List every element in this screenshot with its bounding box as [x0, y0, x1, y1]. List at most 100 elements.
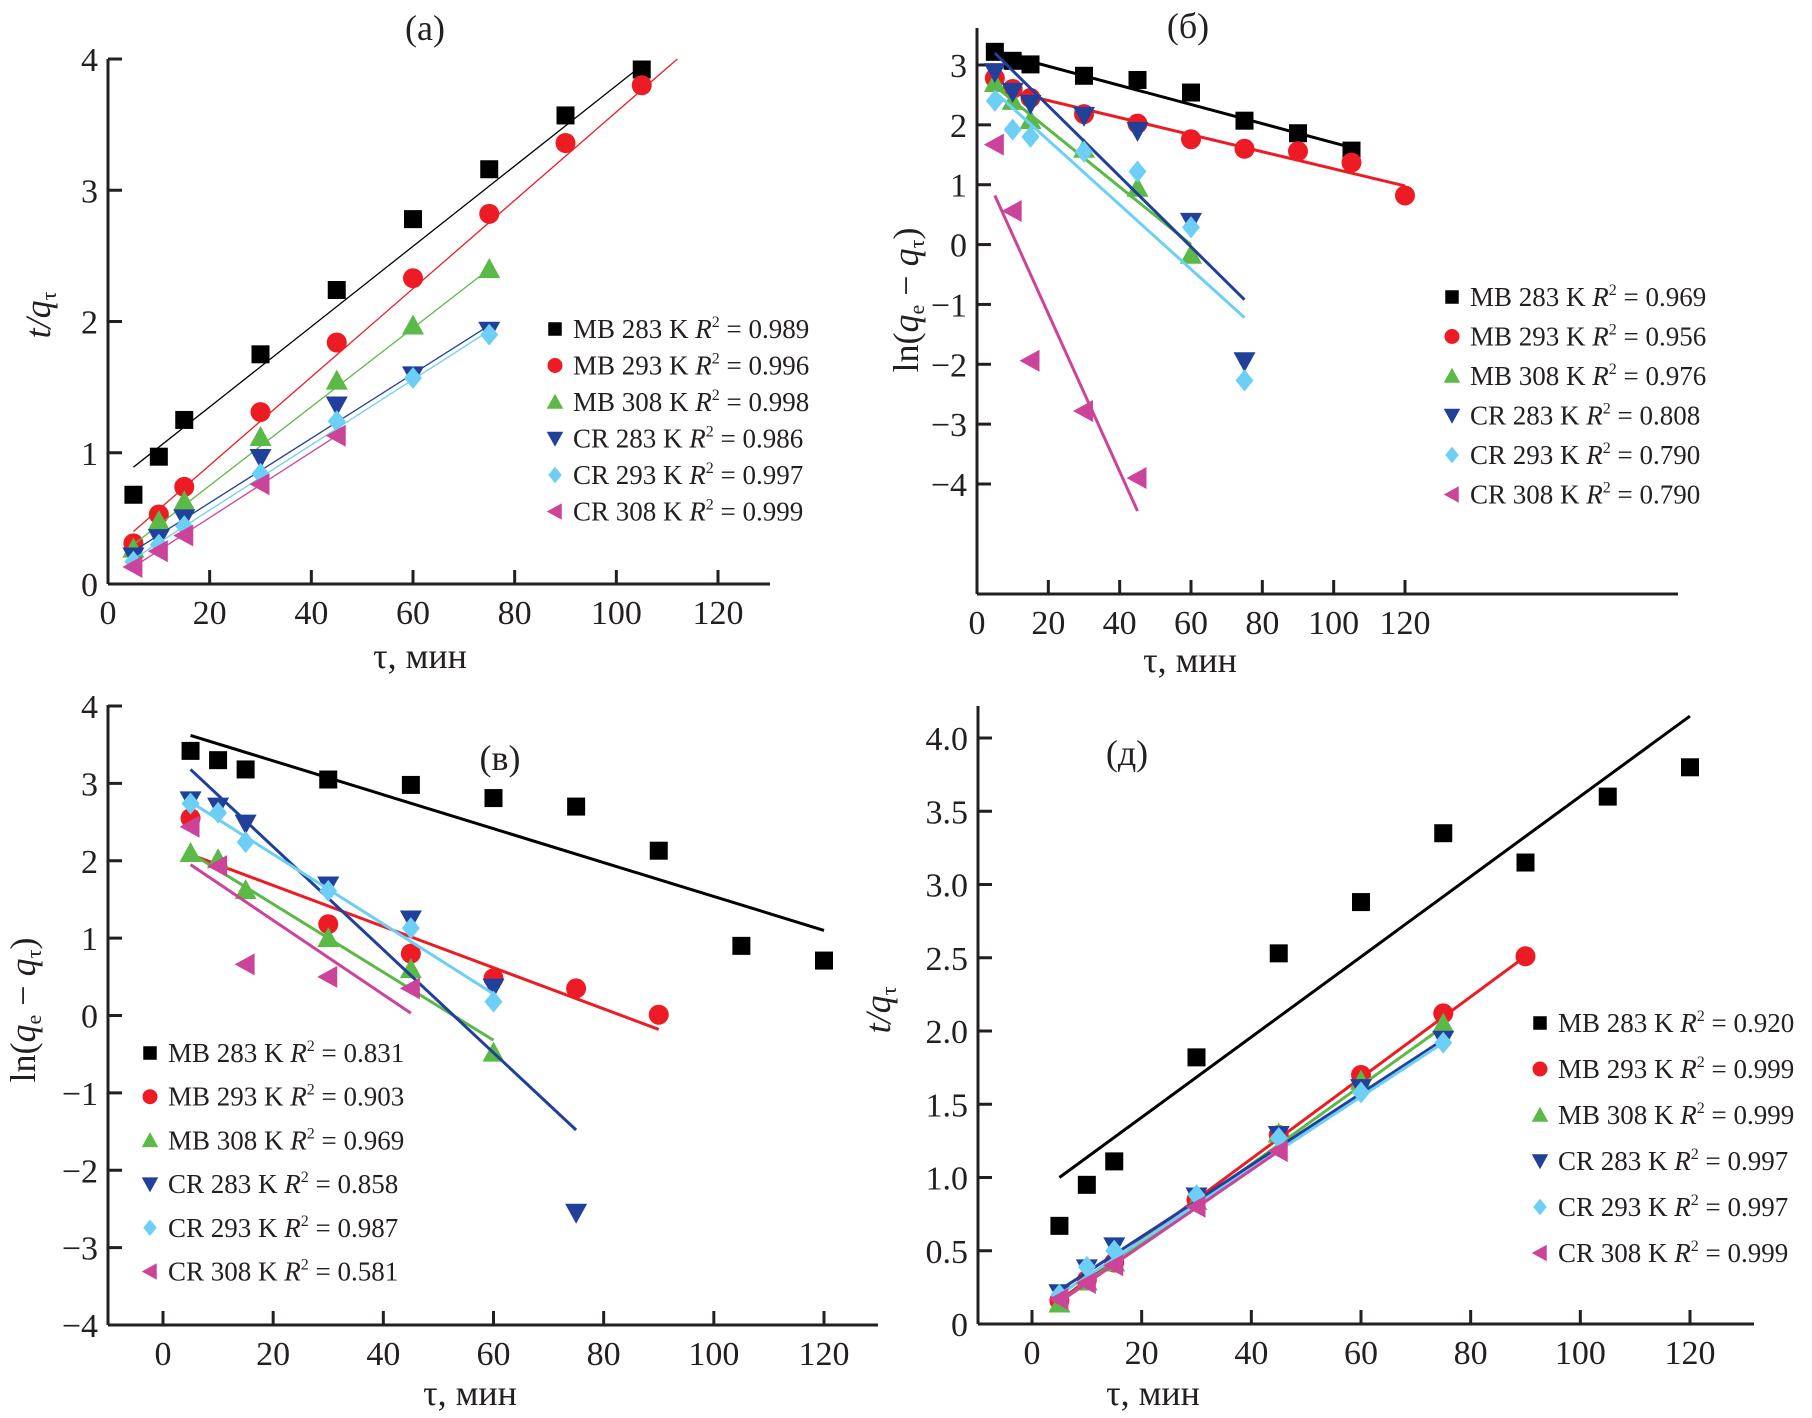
- y-tick-label: 1: [81, 921, 98, 958]
- panel-label: (б): [1167, 6, 1209, 46]
- data-point: [319, 879, 338, 902]
- data-point: [649, 841, 668, 860]
- data-point: [401, 775, 420, 794]
- legend-marker-icon: [1531, 1244, 1547, 1262]
- y-tick-label: 2: [81, 305, 98, 342]
- y-tick-label: 3: [81, 766, 98, 803]
- x-tick-label: 120: [1665, 1335, 1716, 1372]
- data-point: [1073, 399, 1093, 422]
- fit-line: [993, 51, 1246, 301]
- legend-marker-icon: [143, 1219, 157, 1237]
- data-point: [1019, 109, 1042, 130]
- legend-label: CR 308 K R2 = 0.790: [1470, 480, 1700, 510]
- y-tick-label: 2.5: [926, 941, 969, 978]
- legend-item: CR 293 K R2 = 0.997: [1533, 1192, 1788, 1222]
- data-point: [1105, 1239, 1124, 1262]
- data-point: [1434, 824, 1453, 843]
- legend-item: MB 308 K R2 = 0.969: [141, 1125, 404, 1155]
- x-tick-label: 20: [1031, 605, 1065, 642]
- legend-marker-icon: [546, 431, 564, 447]
- x-tick-label: 0: [100, 595, 117, 632]
- data-point: [400, 943, 421, 964]
- data-point: [1352, 1081, 1370, 1104]
- legend-marker-icon: [1443, 408, 1461, 424]
- y-tick-label: 1: [81, 436, 98, 473]
- legend-item: CR 283 K R2 = 0.986: [546, 424, 803, 454]
- data-point: [1515, 946, 1536, 967]
- fit-line: [190, 853, 660, 1031]
- data-point: [1432, 1012, 1455, 1033]
- legend-item: CR 293 K R2 = 0.790: [1445, 440, 1700, 470]
- y-tick-label: 3.5: [926, 794, 969, 831]
- legend-label: CR 293 K R2 = 0.790: [1470, 440, 1700, 470]
- data-point: [1395, 185, 1415, 206]
- legend: MB 283 K R2 = 0.920 MB 293 K R2 = 0.999 MB…: [1531, 1008, 1794, 1268]
- y-axis-title: t/qτ: [858, 986, 901, 1033]
- data-point: [484, 789, 503, 808]
- legend-marker-icon: [1443, 486, 1459, 503]
- data-point: [1235, 111, 1254, 130]
- data-point: [1001, 200, 1022, 223]
- data-point: [478, 258, 501, 278]
- panel-d: 0 0.5 1.0 1.5 2.0 2.5 3.0 3.5 4.0 0 20 40 60 80 100 120…: [858, 706, 1794, 1413]
- legend-item: MB 293 K R2 = 0.996: [547, 351, 809, 381]
- data-point: [1077, 1175, 1096, 1194]
- x-tick-label: 20: [256, 1336, 290, 1373]
- x-tick-label: 120: [1380, 605, 1431, 642]
- data-point: [1105, 1152, 1124, 1171]
- data-point: [1019, 94, 1042, 115]
- fit-line: [189, 768, 578, 1132]
- legend-label: MB 293 K R2 = 0.956: [1470, 322, 1706, 352]
- legend-label: CR 283 K R2 = 0.997: [1558, 1146, 1788, 1176]
- legend: MB 283 K R2 = 0.831 MB 293 K R2 = 0.903 MB…: [141, 1038, 404, 1287]
- series-mb-283-k: [1050, 714, 1699, 1235]
- y-tick-label: 2: [950, 108, 967, 145]
- data-point: [1021, 125, 1040, 148]
- data-point: [565, 1203, 588, 1224]
- y-tick-label: 4.0: [926, 721, 969, 758]
- legend-marker-icon: [546, 393, 564, 409]
- fit-line: [189, 800, 495, 996]
- data-point: [732, 936, 751, 955]
- legend-item: CR 308 K R2 = 0.790: [1443, 480, 1700, 510]
- legend-item: MB 293 K R2 = 0.999: [1532, 1054, 1794, 1084]
- y-axis-title: ln(qe − qτ): [3, 938, 46, 1083]
- fit-line: [190, 733, 825, 932]
- data-point: [250, 402, 271, 423]
- data-point: [1181, 129, 1201, 150]
- data-point: [317, 965, 338, 988]
- fit-line: [189, 851, 495, 1042]
- y-tick-label: 1: [950, 168, 967, 205]
- data-point: [173, 524, 194, 547]
- data-point: [985, 89, 1004, 112]
- data-point: [1182, 216, 1200, 239]
- data-point: [399, 977, 420, 1000]
- panel-b: −4 −3 −2 −1 0 1 2 3 0 20 40 60 80 100 120 (б) τ, мин ln(q…: [886, 6, 1706, 680]
- legend-label: MB 283 K R2 = 0.920: [1558, 1008, 1794, 1038]
- data-point: [209, 801, 228, 824]
- x-tick-label: 40: [294, 595, 328, 632]
- data-point: [236, 831, 255, 854]
- data-point: [174, 476, 195, 497]
- series-mb-283-k: [181, 733, 833, 970]
- x-tick-label: 120: [799, 1336, 850, 1373]
- data-point: [325, 369, 348, 390]
- legend-marker-icon: [141, 1132, 159, 1148]
- data-point: [648, 1004, 669, 1025]
- legend-label: CR 308 K R2 = 0.999: [1558, 1238, 1788, 1268]
- data-point: [1019, 349, 1040, 372]
- legend-label: CR 293 K R2 = 0.997: [573, 460, 803, 490]
- legend-label: MB 308 K R2 = 0.969: [168, 1125, 404, 1155]
- legend-marker-icon: [1531, 1106, 1549, 1122]
- legend-item: MB 283 K R2 = 0.831: [143, 1038, 404, 1068]
- data-point: [209, 751, 228, 770]
- data-point: [479, 203, 500, 224]
- legend-label: MB 283 K R2 = 0.969: [1470, 282, 1706, 312]
- data-point: [482, 978, 505, 999]
- legend-item: MB 308 K R2 = 0.998: [546, 387, 809, 417]
- data-point: [1267, 1140, 1288, 1163]
- data-point: [325, 424, 346, 447]
- data-point: [1269, 944, 1288, 963]
- y-tick-label: 1.0: [926, 1161, 969, 1198]
- legend-item: CR 293 K R2 = 0.987: [143, 1213, 398, 1243]
